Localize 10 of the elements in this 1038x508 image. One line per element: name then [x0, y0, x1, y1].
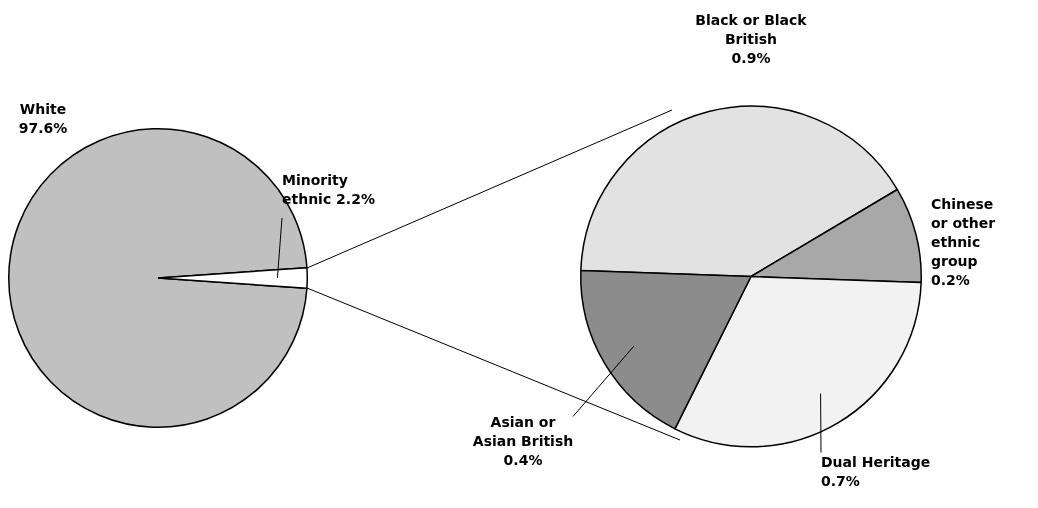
- data-label: 0.7%: [821, 473, 860, 490]
- data-label: 0.4%: [503, 452, 543, 469]
- data-label: 0.9%: [731, 50, 771, 67]
- data-label: 97.6%: [18, 119, 68, 136]
- slice-label: Chinese or other ethnic group: [931, 196, 996, 270]
- slice-label: Dual Heritage: [821, 454, 931, 471]
- slice-label: Black or Black British: [695, 12, 808, 48]
- data-label: 0.2%: [931, 272, 970, 289]
- slice-label: White: [19, 100, 67, 117]
- slice-label: Asian or Asian British: [472, 414, 574, 450]
